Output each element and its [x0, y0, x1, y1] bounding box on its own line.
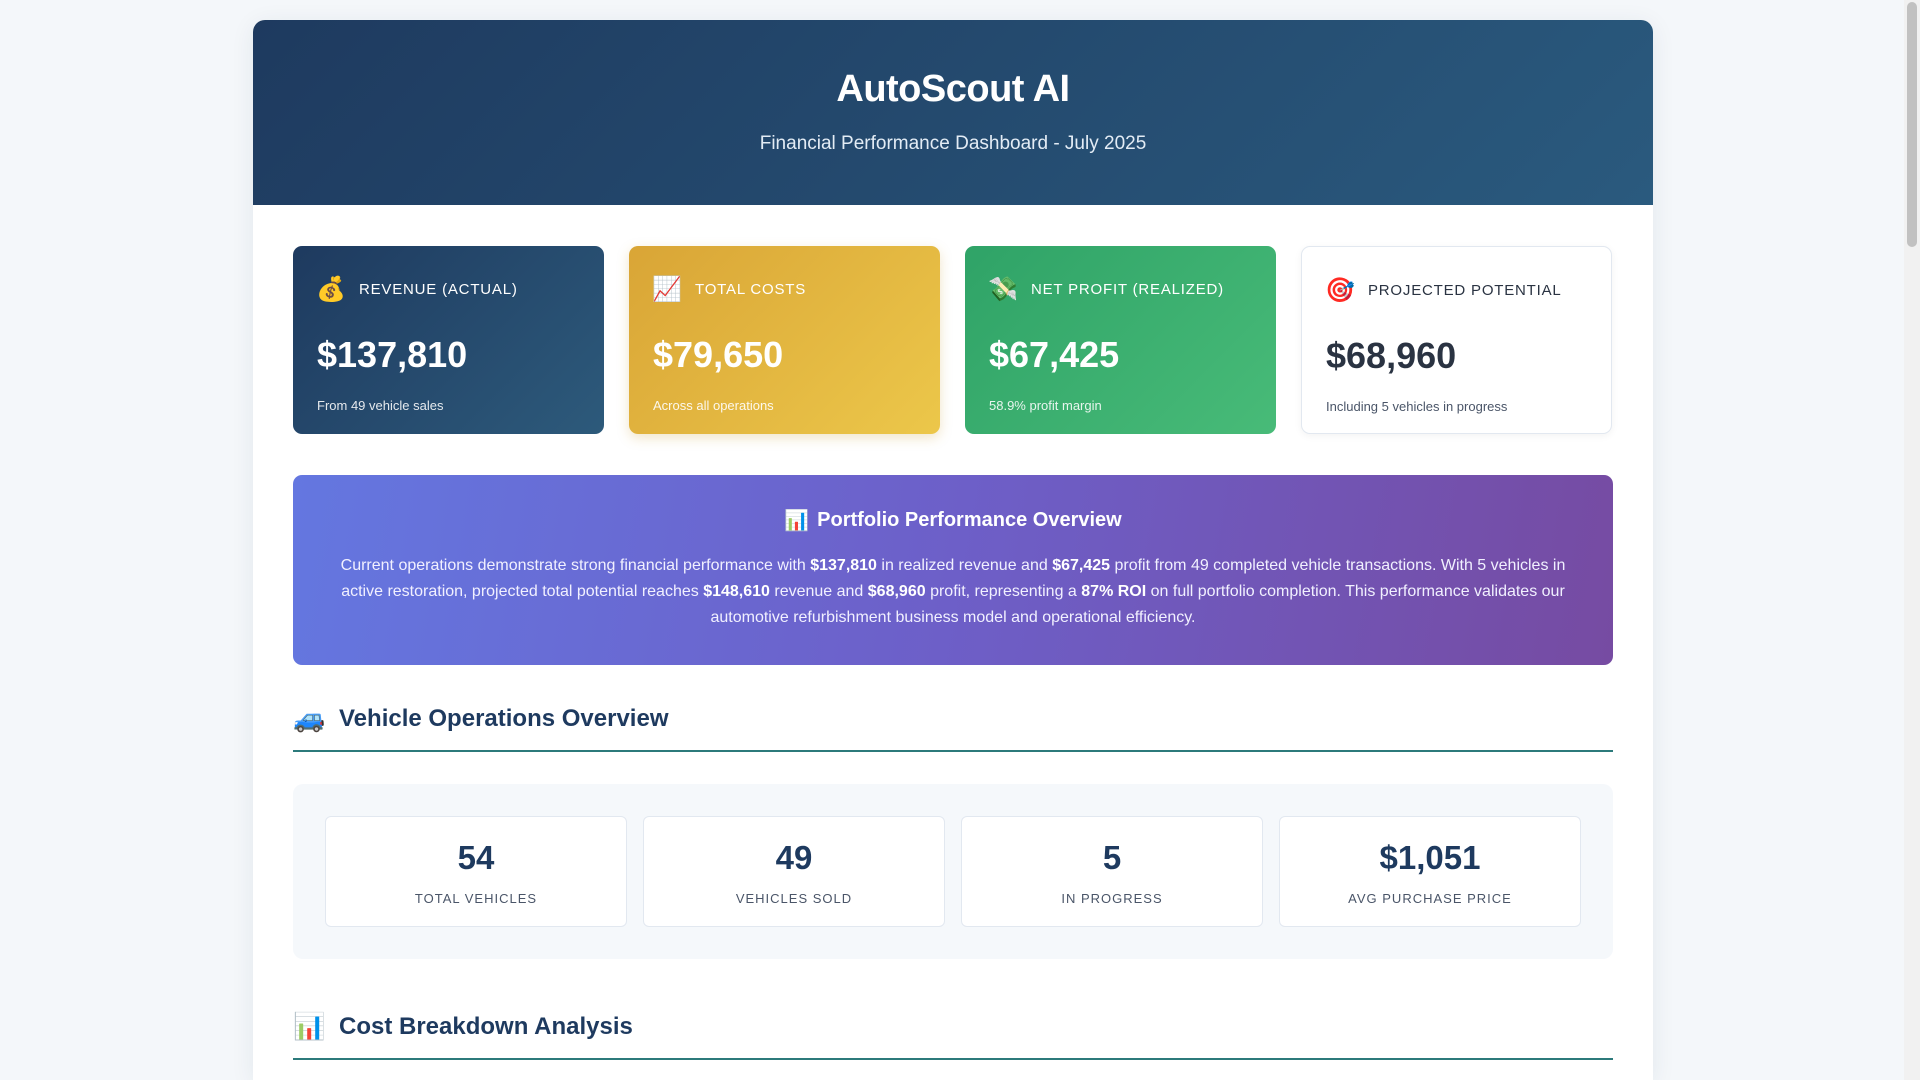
scrollbar-thumb[interactable]: [1907, 2, 1917, 247]
stat-label: IN PROGRESS: [1061, 891, 1163, 906]
overview-title-text: Portfolio Performance Overview: [817, 509, 1122, 531]
page-scrollbar[interactable]: [1904, 0, 1920, 1080]
kpi-value: $67,425: [989, 334, 1120, 375]
dashboard-content: 💰 REVENUE (ACTUAL) $137,810 From 49 vehi…: [253, 205, 1653, 1060]
section-heading-vehicle-operations: 🚙 Vehicle Operations Overview: [293, 703, 1613, 752]
kpi-note: From 49 vehicle sales: [317, 398, 444, 413]
chart-up-icon: 📈: [652, 275, 682, 303]
stat-value: $1,051: [1379, 839, 1481, 876]
bar-chart-icon: 📊: [784, 510, 810, 532]
overview-title: 📊 Portfolio Performance Overview: [333, 508, 1573, 533]
kpi-label: TOTAL COSTS: [695, 280, 807, 298]
target-icon: 🎯: [1325, 276, 1355, 304]
kpi-label: REVENUE (ACTUAL): [359, 280, 518, 298]
kpi-value: $79,650: [653, 334, 784, 375]
stat-label: VEHICLES SOLD: [735, 891, 853, 906]
money-wings-icon: 💸: [988, 275, 1018, 303]
section-title: Vehicle Operations Overview: [339, 704, 669, 732]
dashboard-page: AutoScout AI Financial Performance Dashb…: [253, 20, 1653, 1080]
kpi-label: NET PROFIT (REALIZED): [1031, 280, 1224, 298]
kpi-row: 💰 REVENUE (ACTUAL) $137,810 From 49 vehi…: [293, 246, 1613, 434]
stat-value: 5: [1102, 839, 1122, 876]
vehicle-stats-panel: 54 TOTAL VEHICLES 49 VEHICLES SOLD 5 IN …: [293, 784, 1613, 959]
stat-value: 54: [457, 839, 495, 876]
stat-card-total-vehicles: 54 TOTAL VEHICLES: [325, 816, 627, 927]
stat-label: AVG PURCHASE PRICE: [1348, 891, 1512, 906]
kpi-card-revenue: 💰 REVENUE (ACTUAL) $137,810 From 49 vehi…: [293, 246, 604, 434]
bar-chart-icon: 📊: [293, 1011, 326, 1041]
stat-value: 49: [775, 839, 813, 876]
overview-text: Current operations demonstrate strong fi…: [340, 557, 1566, 626]
stat-card-vehicles-sold: 49 VEHICLES SOLD: [643, 816, 945, 927]
kpi-card-projected: 🎯 PROJECTED POTENTIAL $68,960 Including …: [1301, 246, 1612, 434]
app-title: AutoScout AI: [836, 68, 1070, 110]
kpi-value: $68,960: [1326, 335, 1457, 376]
kpi-note: Including 5 vehicles in progress: [1326, 399, 1508, 414]
kpi-card-profit: 💸 NET PROFIT (REALIZED) $67,425 58.9% pr…: [965, 246, 1276, 434]
section-title: Cost Breakdown Analysis: [339, 1012, 633, 1040]
kpi-note: 58.9% profit margin: [989, 398, 1102, 413]
kpi-note: Across all operations: [653, 398, 774, 413]
portfolio-overview-panel: 📊 Portfolio Performance Overview Current…: [293, 475, 1613, 665]
money-bag-icon: 💰: [316, 275, 346, 303]
dashboard-subtitle: Financial Performance Dashboard - July 2…: [759, 133, 1147, 154]
section-heading-cost-breakdown: 📊 Cost Breakdown Analysis: [293, 1011, 1613, 1060]
stat-card-in-progress: 5 IN PROGRESS: [961, 816, 1263, 927]
kpi-value: $137,810: [317, 334, 468, 375]
car-icon: 🚙: [293, 703, 326, 733]
kpi-card-costs: 📈 TOTAL COSTS $79,650 Across all operati…: [629, 246, 940, 434]
stat-label: TOTAL VEHICLES: [414, 891, 538, 906]
stat-card-avg-purchase-price: $1,051 AVG PURCHASE PRICE: [1279, 816, 1581, 927]
kpi-label: PROJECTED POTENTIAL: [1368, 281, 1562, 299]
dashboard-header: AutoScout AI Financial Performance Dashb…: [253, 20, 1653, 205]
